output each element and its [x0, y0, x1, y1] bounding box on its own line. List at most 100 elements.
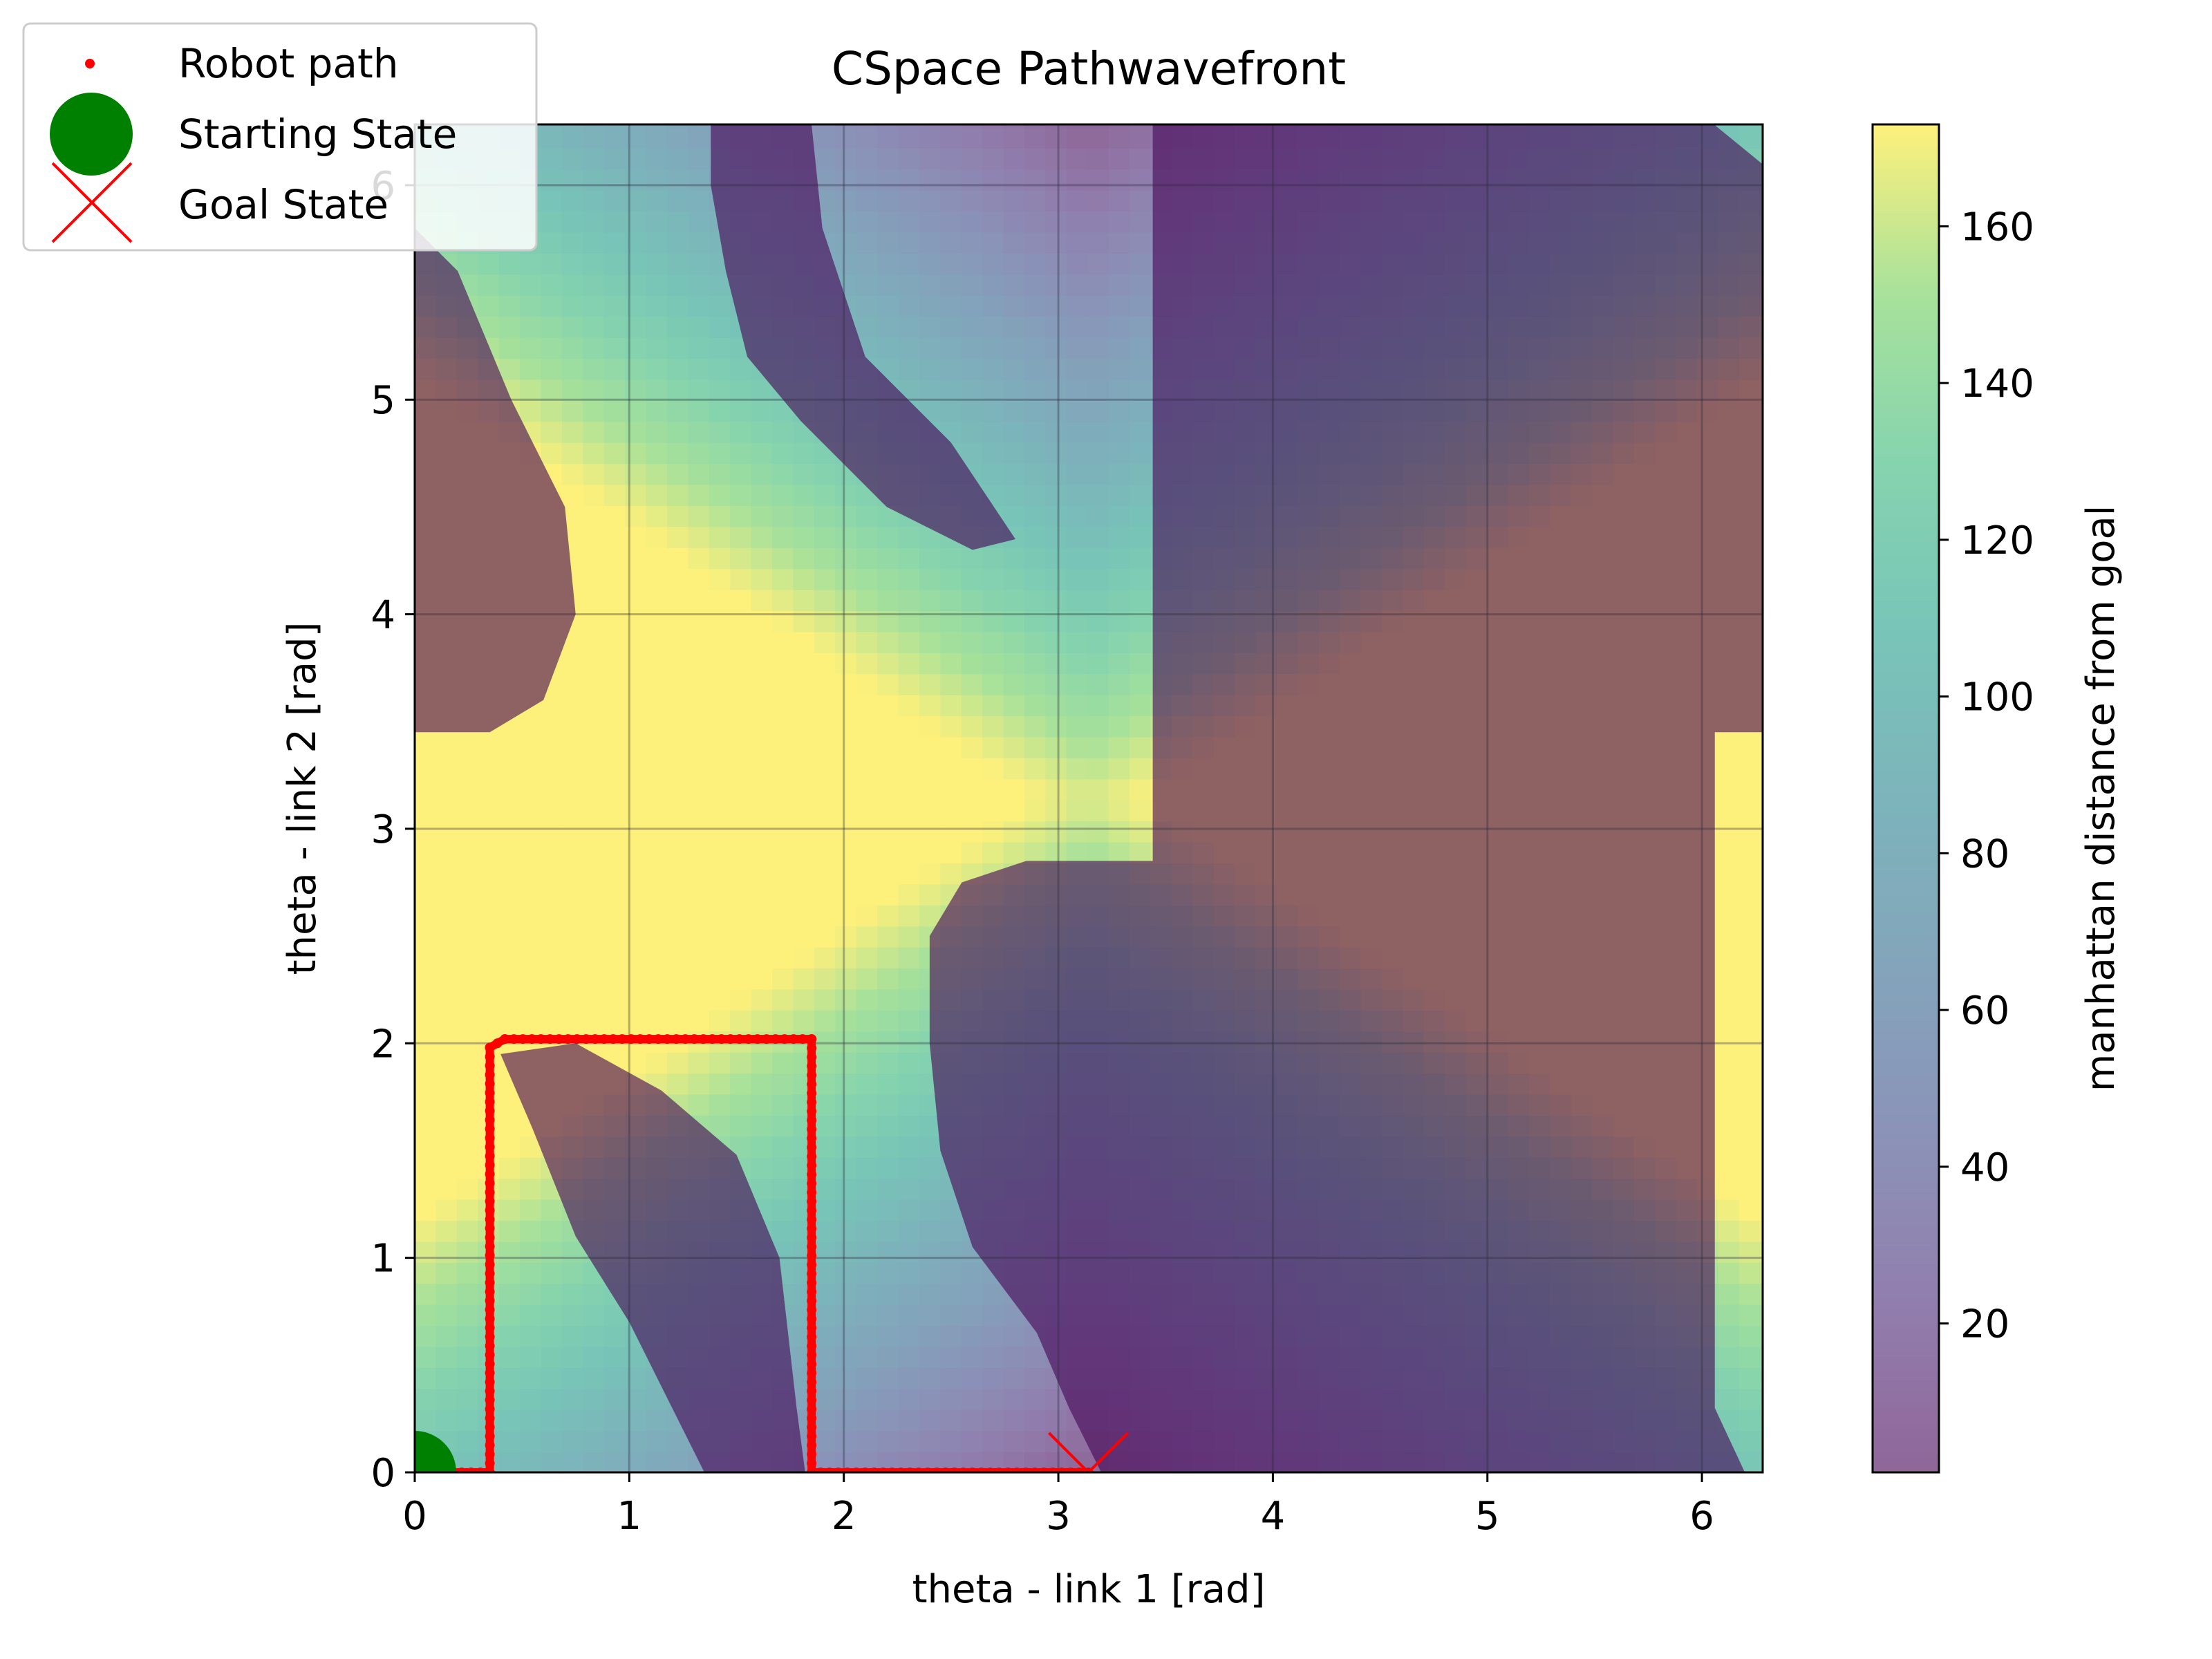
heatmap-cell: [1087, 337, 1109, 359]
robot-path-point: [485, 1286, 495, 1297]
heatmap-cell: [961, 1346, 984, 1368]
heatmap-cell: [961, 442, 984, 465]
robot-path-point: [914, 1468, 924, 1472]
heatmap-cell: [666, 946, 689, 969]
heatmap-cell: [856, 1325, 879, 1347]
heatmap-cell: [1024, 147, 1047, 170]
heatmap-cell: [835, 1114, 857, 1137]
heatmap-cell: [1760, 1325, 1763, 1347]
heatmap-cell: [856, 274, 879, 296]
heatmap-cell: [898, 778, 920, 800]
heatmap-cell: [898, 673, 920, 695]
heatmap-cell: [688, 316, 710, 338]
heatmap-cell: [541, 1283, 563, 1305]
heatmap-cell: [982, 1304, 1004, 1327]
robot-path-point: [485, 1449, 495, 1459]
heatmap-cell: [456, 1136, 479, 1158]
heatmap-cell: [877, 1009, 899, 1032]
heatmap-cell: [709, 757, 731, 780]
heatmap-cell: [1130, 631, 1152, 653]
heatmap-cell: [666, 400, 689, 422]
colorbar-tick-label: 160: [1960, 205, 2034, 250]
heatmap-cell: [541, 1199, 563, 1221]
heatmap-cell: [961, 547, 984, 570]
heatmap-cell: [1108, 673, 1131, 695]
heatmap-cell: [877, 1262, 899, 1284]
heatmap-cell: [898, 337, 920, 359]
heatmap-cell: [625, 442, 647, 465]
heatmap-cell: [1760, 883, 1763, 906]
heatmap-cell: [1718, 1073, 1741, 1095]
heatmap-cell: [561, 358, 584, 380]
heatmap-cell: [583, 589, 605, 612]
heatmap-cell: [415, 1388, 437, 1410]
heatmap-cell: [730, 841, 752, 863]
heatmap-cell: [856, 589, 879, 612]
heatmap-cell: [435, 1031, 458, 1053]
robot-path-point: [671, 1034, 682, 1044]
heatmap-cell: [583, 126, 605, 149]
robot-path-point: [554, 1034, 564, 1044]
robot-path-point: [807, 1304, 817, 1315]
heatmap-cell: [541, 736, 563, 758]
heatmap-cell: [415, 904, 437, 927]
heatmap-cell: [772, 1220, 794, 1242]
heatmap-cell: [498, 252, 521, 275]
heatmap-cell: [898, 736, 920, 758]
heatmap-cell: [625, 926, 647, 948]
robot-path-point: [617, 1034, 628, 1044]
robot-path-point: [807, 1070, 817, 1080]
heatmap-cell: [646, 568, 668, 590]
heatmap-cell: [1066, 631, 1089, 653]
heatmap-cell: [709, 988, 731, 1011]
heatmap-cell: [1718, 757, 1741, 780]
heatmap-cell: [877, 147, 899, 170]
robot-path-point: [485, 1440, 495, 1450]
heatmap-cell: [603, 358, 626, 380]
heatmap-cell: [666, 631, 689, 653]
heatmap-cell: [877, 1325, 899, 1347]
heatmap-cell: [751, 1114, 774, 1137]
heatmap-cell: [415, 1199, 437, 1221]
heatmap-cell: [415, 1367, 437, 1389]
heatmap-cell: [814, 736, 836, 758]
heatmap-cell: [1130, 568, 1152, 590]
heatmap-cell: [435, 778, 458, 800]
heatmap-cell: [1066, 589, 1089, 612]
heatmap-cell: [1108, 294, 1131, 317]
heatmap-cell: [1718, 1031, 1741, 1053]
robot-path-point: [707, 1034, 718, 1044]
heatmap-cell: [919, 124, 941, 128]
heatmap-cell: [793, 505, 815, 527]
robot-path-point: [807, 1440, 817, 1450]
heatmap-cell: [961, 1262, 984, 1284]
heatmap-cell: [1003, 568, 1026, 590]
heatmap-cell: [982, 442, 1004, 465]
heatmap-cell: [793, 757, 815, 780]
heatmap-cell: [1087, 189, 1109, 212]
heatmap-cell: [814, 1156, 836, 1179]
heatmap-cell: [856, 673, 879, 695]
heatmap-cell: [814, 988, 836, 1011]
heatmap-cell: [982, 294, 1004, 317]
heatmap-cell: [982, 841, 1004, 863]
heatmap-cell: [772, 904, 794, 927]
heatmap-cell: [625, 1367, 647, 1389]
heatmap-cell: [1003, 673, 1026, 695]
y-tick-label: 3: [371, 807, 395, 852]
heatmap-cell: [1087, 169, 1109, 191]
heatmap-cell: [940, 862, 962, 885]
heatmap-cell: [856, 169, 879, 191]
heatmap-cell: [415, 1283, 437, 1305]
heatmap-cell: [561, 988, 584, 1011]
heatmap-cell: [603, 883, 626, 906]
heatmap-cell: [1045, 421, 1067, 443]
heatmap-cell: [814, 799, 836, 822]
heatmap-cell: [435, 1220, 458, 1242]
heatmap-cell: [961, 694, 984, 717]
heatmap-cell: [1003, 631, 1026, 653]
heatmap-cell: [520, 1241, 542, 1263]
robot-path-point: [887, 1468, 897, 1472]
robot-path-point: [485, 1205, 495, 1215]
robot-path-point: [485, 1304, 495, 1315]
